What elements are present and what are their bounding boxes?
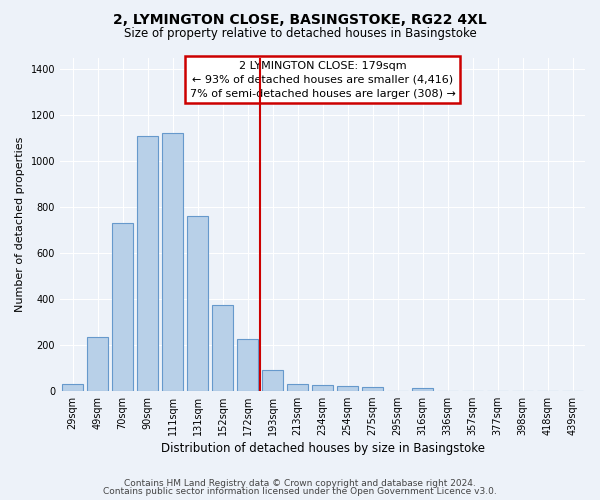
Bar: [212, 304, 233, 390]
Y-axis label: Number of detached properties: Number of detached properties: [15, 136, 25, 312]
Bar: [362, 387, 383, 390]
Bar: [262, 370, 283, 390]
Text: Contains public sector information licensed under the Open Government Licence v3: Contains public sector information licen…: [103, 487, 497, 496]
Bar: [312, 385, 333, 390]
Bar: [62, 384, 83, 390]
Bar: [412, 388, 433, 390]
Text: 2, LYMINGTON CLOSE, BASINGSTOKE, RG22 4XL: 2, LYMINGTON CLOSE, BASINGSTOKE, RG22 4X…: [113, 12, 487, 26]
Text: Size of property relative to detached houses in Basingstoke: Size of property relative to detached ho…: [124, 28, 476, 40]
Text: 2 LYMINGTON CLOSE: 179sqm
← 93% of detached houses are smaller (4,416)
7% of sem: 2 LYMINGTON CLOSE: 179sqm ← 93% of detac…: [190, 61, 455, 99]
Bar: [87, 336, 108, 390]
Bar: [337, 386, 358, 390]
Bar: [287, 384, 308, 390]
Bar: [112, 223, 133, 390]
Bar: [162, 134, 183, 390]
Text: Contains HM Land Registry data © Crown copyright and database right 2024.: Contains HM Land Registry data © Crown c…: [124, 478, 476, 488]
Bar: [137, 136, 158, 390]
Bar: [187, 216, 208, 390]
X-axis label: Distribution of detached houses by size in Basingstoke: Distribution of detached houses by size …: [161, 442, 485, 455]
Bar: [237, 339, 258, 390]
